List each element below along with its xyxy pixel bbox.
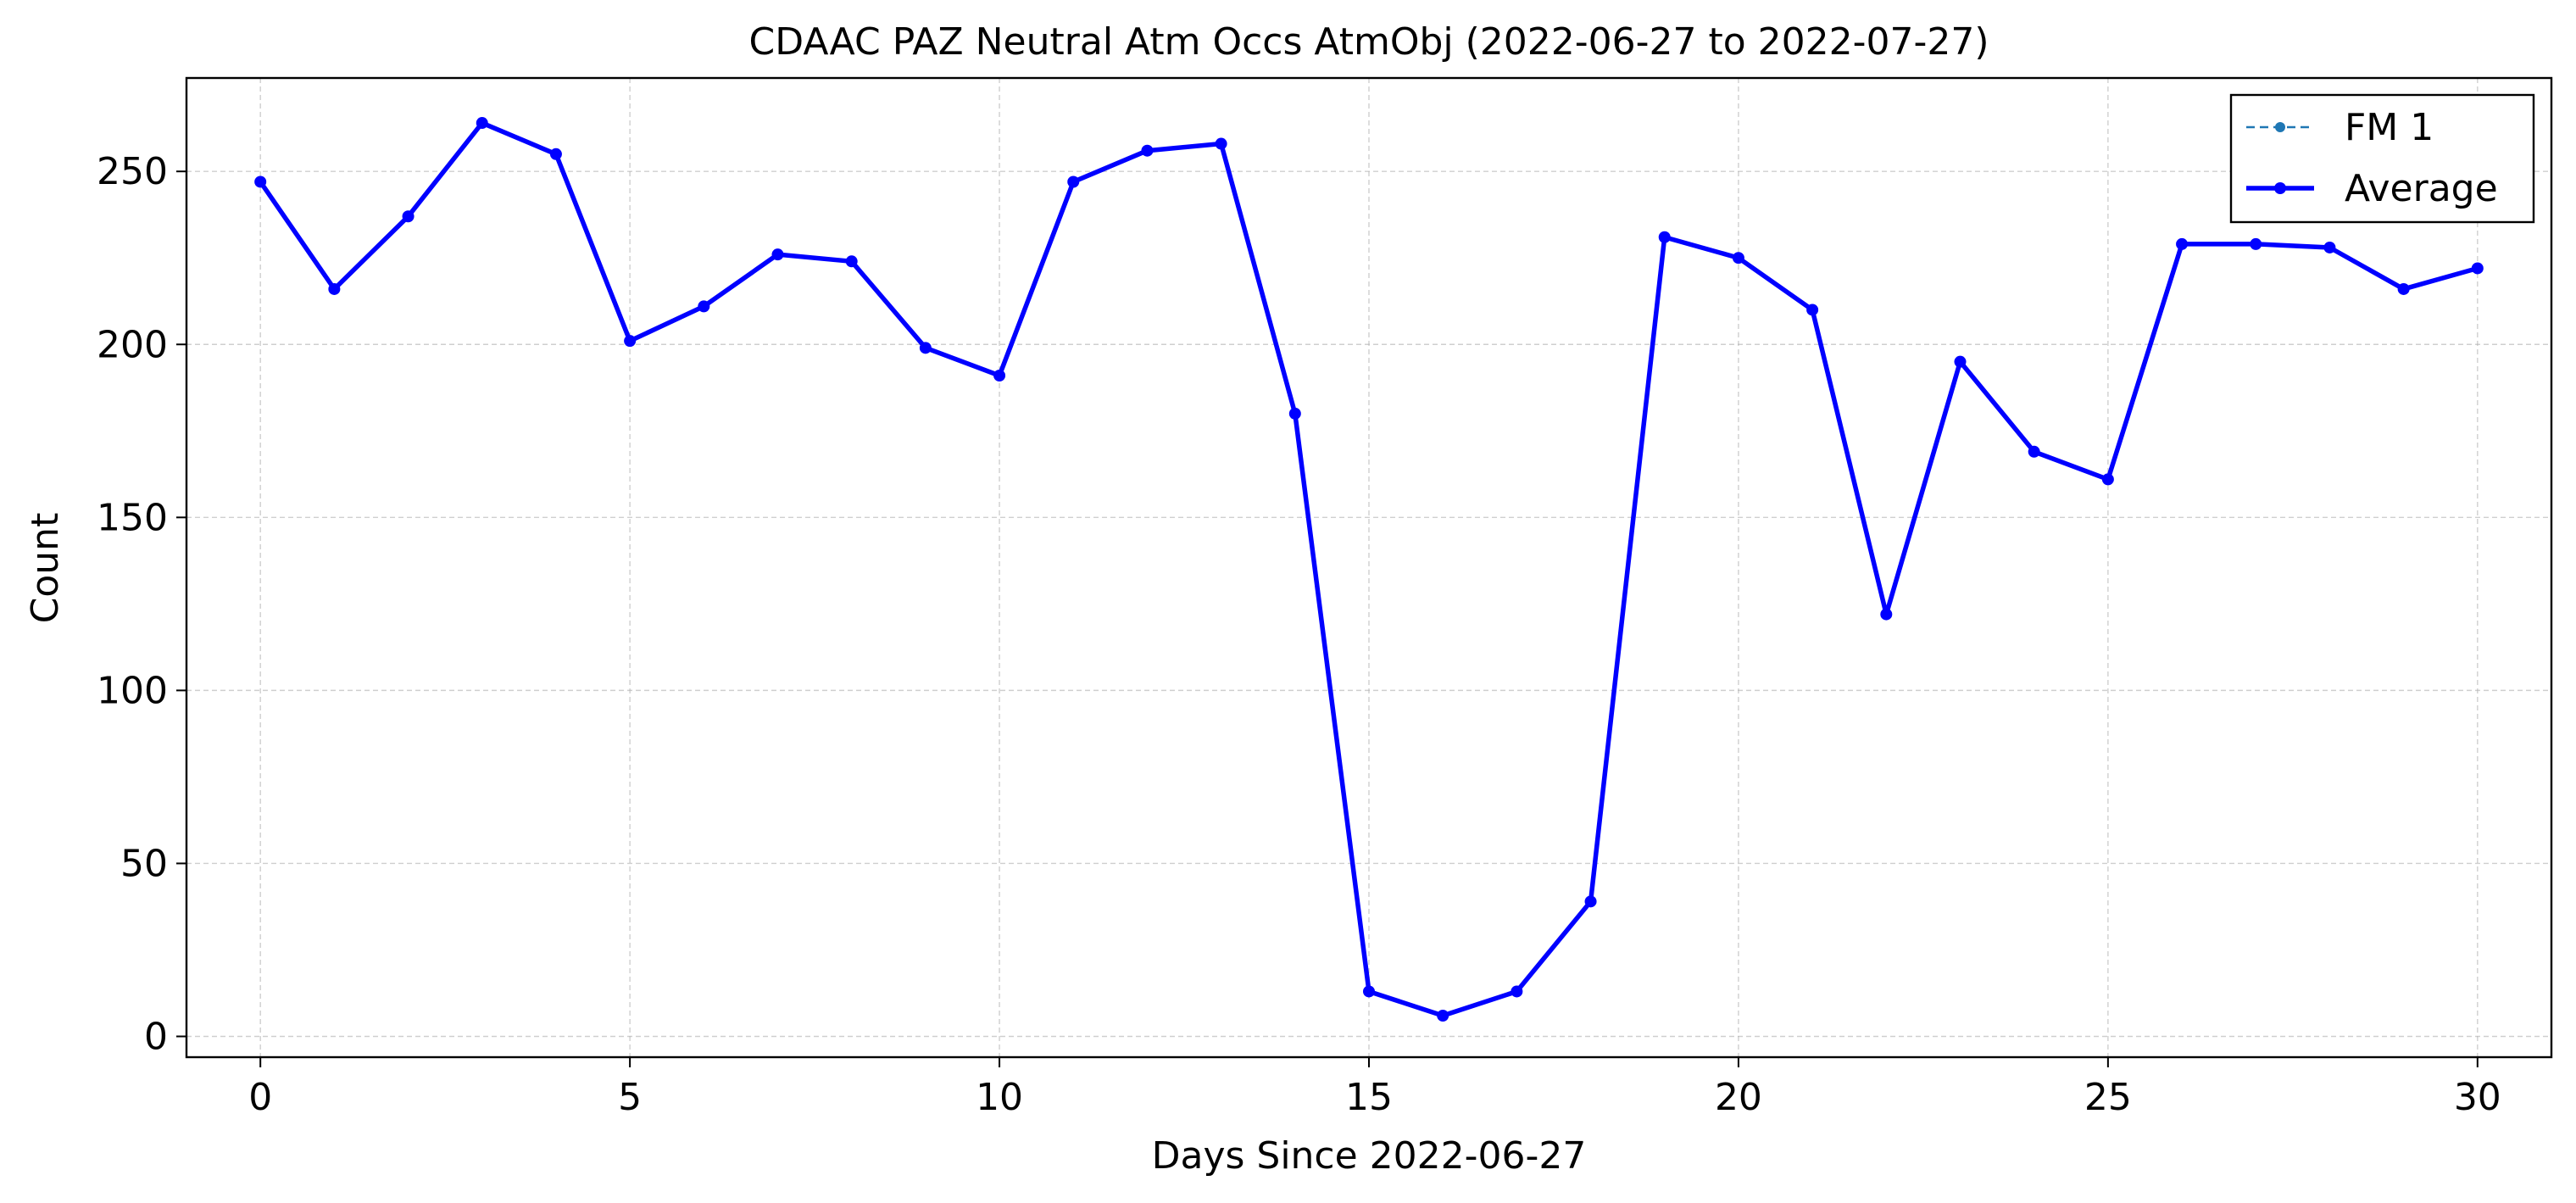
data-point-average [549, 148, 562, 160]
data-point-average [845, 255, 858, 268]
series-layer [254, 117, 2484, 1022]
chart-title: CDAAC PAZ Neutral Atm Occs AtmObj (2022-… [749, 20, 1989, 64]
x-axis-label: Days Since 2022-06-27 [1152, 1134, 1587, 1178]
legend-box [2229, 93, 2535, 224]
data-point-average [1806, 304, 1819, 316]
y-tick-label: 0 [144, 1016, 168, 1059]
data-point-average [919, 342, 932, 354]
x-tick-label: 5 [618, 1076, 642, 1119]
x-tick-label: 10 [976, 1076, 1023, 1119]
y-tick-label: 150 [97, 496, 168, 539]
data-point-average [1954, 355, 1967, 368]
grid-lines [186, 78, 2551, 1057]
y-tick-label: 50 [120, 842, 168, 885]
y-tick-label: 200 [97, 323, 168, 366]
data-point-average [771, 248, 784, 261]
y-axis-label: Count [24, 513, 67, 624]
data-point-average [1215, 137, 1227, 150]
data-point-average [1288, 407, 1301, 420]
data-point-average [2176, 237, 2189, 250]
data-point-average [1732, 252, 1744, 265]
data-point-average [2323, 241, 2336, 253]
y-tick-label: 100 [97, 669, 168, 712]
x-tick-label: 15 [1345, 1076, 1393, 1119]
data-point-average [1511, 985, 1523, 998]
x-tick-label: 25 [2084, 1076, 2132, 1119]
data-point-average [1880, 608, 1893, 621]
data-point-average [624, 335, 637, 348]
x-tick-label: 30 [2454, 1076, 2501, 1119]
legend-marker-average [2274, 182, 2286, 194]
legend-label-average: Average [2345, 167, 2498, 210]
data-point-average [2028, 445, 2040, 458]
x-tick-label: 20 [1715, 1076, 1762, 1119]
data-point-average [402, 210, 414, 223]
data-point-average [993, 369, 1006, 382]
y-axis: 0 50 100 150 200 250 [97, 150, 186, 1059]
data-point-average [254, 175, 267, 188]
legend-label-fm1: FM 1 [2345, 106, 2434, 149]
data-point-average [698, 300, 710, 313]
data-point-average [1067, 175, 1080, 188]
data-point-average [328, 282, 341, 295]
data-point-average [1658, 231, 1671, 243]
legend: FM 1 Average [2229, 93, 2535, 224]
data-point-average [2250, 237, 2262, 250]
x-axis: 0 5 10 15 20 25 30 [248, 1057, 2501, 1119]
data-point-average [1584, 895, 1597, 908]
legend-marker-fm1 [2275, 122, 2285, 132]
x-tick-label: 0 [248, 1076, 272, 1119]
data-point-average [2397, 282, 2410, 295]
data-point-average [2101, 473, 2114, 486]
data-point-average [1437, 1010, 1449, 1022]
data-point-average [1363, 985, 1375, 998]
data-point-average [2471, 262, 2484, 275]
data-point-average [476, 117, 488, 130]
y-tick-label: 250 [97, 150, 168, 193]
data-point-average [1141, 144, 1154, 157]
